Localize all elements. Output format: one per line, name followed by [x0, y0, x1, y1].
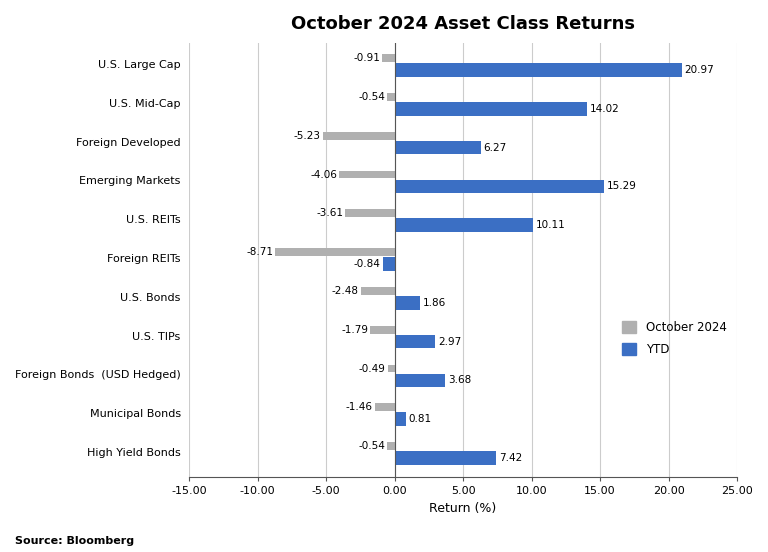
Text: 6.27: 6.27 [483, 142, 506, 152]
Text: -0.54: -0.54 [358, 441, 385, 451]
Text: 10.11: 10.11 [536, 220, 565, 230]
Text: 20.97: 20.97 [684, 65, 714, 75]
Text: -8.71: -8.71 [247, 247, 273, 257]
Bar [361, 287, 395, 295]
Bar [395, 335, 435, 348]
Text: -0.84: -0.84 [353, 259, 380, 269]
Bar [339, 171, 395, 178]
Bar [395, 102, 587, 115]
Bar [323, 132, 395, 140]
Bar [383, 257, 395, 271]
Bar [370, 326, 395, 333]
Text: 0.81: 0.81 [409, 414, 432, 424]
Bar [395, 412, 406, 426]
Bar [395, 296, 420, 310]
Bar [395, 219, 533, 232]
Text: Source: Bloomberg: Source: Bloomberg [15, 537, 134, 546]
Text: 1.86: 1.86 [423, 298, 446, 308]
Text: 3.68: 3.68 [448, 375, 471, 385]
Text: 14.02: 14.02 [589, 104, 619, 114]
Bar [387, 93, 395, 101]
Text: -3.61: -3.61 [316, 208, 343, 219]
Text: -0.54: -0.54 [358, 92, 385, 102]
Bar [387, 442, 395, 450]
Text: 7.42: 7.42 [499, 453, 522, 463]
Text: -0.91: -0.91 [353, 53, 380, 63]
X-axis label: Return (%): Return (%) [429, 502, 497, 515]
Bar [395, 179, 604, 193]
Bar [395, 63, 682, 77]
Bar [375, 404, 395, 411]
Text: 2.97: 2.97 [438, 337, 462, 347]
Text: -0.49: -0.49 [359, 364, 386, 374]
Bar [395, 141, 481, 155]
Bar [395, 451, 496, 465]
Title: October 2024 Asset Class Returns: October 2024 Asset Class Returns [291, 15, 635, 33]
Text: -4.06: -4.06 [310, 169, 337, 179]
Text: 15.29: 15.29 [607, 182, 637, 192]
Bar [388, 365, 395, 373]
Text: -1.46: -1.46 [346, 402, 372, 412]
Text: -5.23: -5.23 [294, 131, 321, 141]
Bar [345, 210, 395, 217]
Bar [395, 374, 445, 387]
Legend: October 2024, YTD: October 2024, YTD [617, 316, 731, 361]
Bar [275, 248, 395, 256]
Bar [382, 54, 395, 62]
Text: -1.79: -1.79 [341, 325, 368, 335]
Text: -2.48: -2.48 [332, 286, 359, 296]
